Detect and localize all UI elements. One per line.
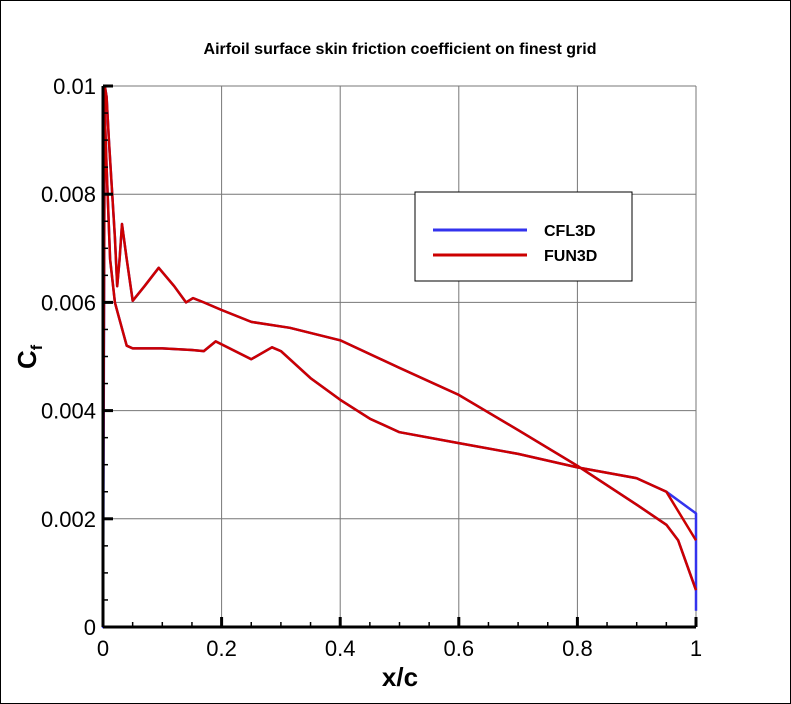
y-tick-label: 0.01 — [53, 74, 96, 99]
x-tick-label: 0.6 — [444, 636, 475, 661]
y-tick-label: 0.006 — [41, 290, 96, 315]
y-tick-label: 0.002 — [41, 507, 96, 532]
y-tick-label: 0.008 — [41, 182, 96, 207]
legend-label-cfl3d: CFL3D — [544, 223, 596, 240]
y-tick-label: 0 — [84, 615, 96, 640]
x-tick-label: 0 — [97, 636, 109, 661]
series-line-cfl3d — [101, 84, 698, 629]
legend: CFL3D FUN3D — [414, 191, 633, 282]
x-tick-label: 1 — [690, 636, 702, 661]
series-line-fun3d — [101, 84, 698, 591]
y-axis-label: Cf — [12, 344, 46, 369]
legend-label-fun3d: FUN3D — [544, 248, 597, 265]
x-tick-label: 0.2 — [206, 636, 237, 661]
x-tick-label: 0.4 — [325, 636, 356, 661]
y-tick-label: 0.004 — [41, 399, 96, 424]
chart-title: Airfoil surface skin friction coefficien… — [204, 41, 597, 58]
x-tick-label: 0.8 — [562, 636, 593, 661]
x-axis-label: x/c — [382, 662, 418, 692]
